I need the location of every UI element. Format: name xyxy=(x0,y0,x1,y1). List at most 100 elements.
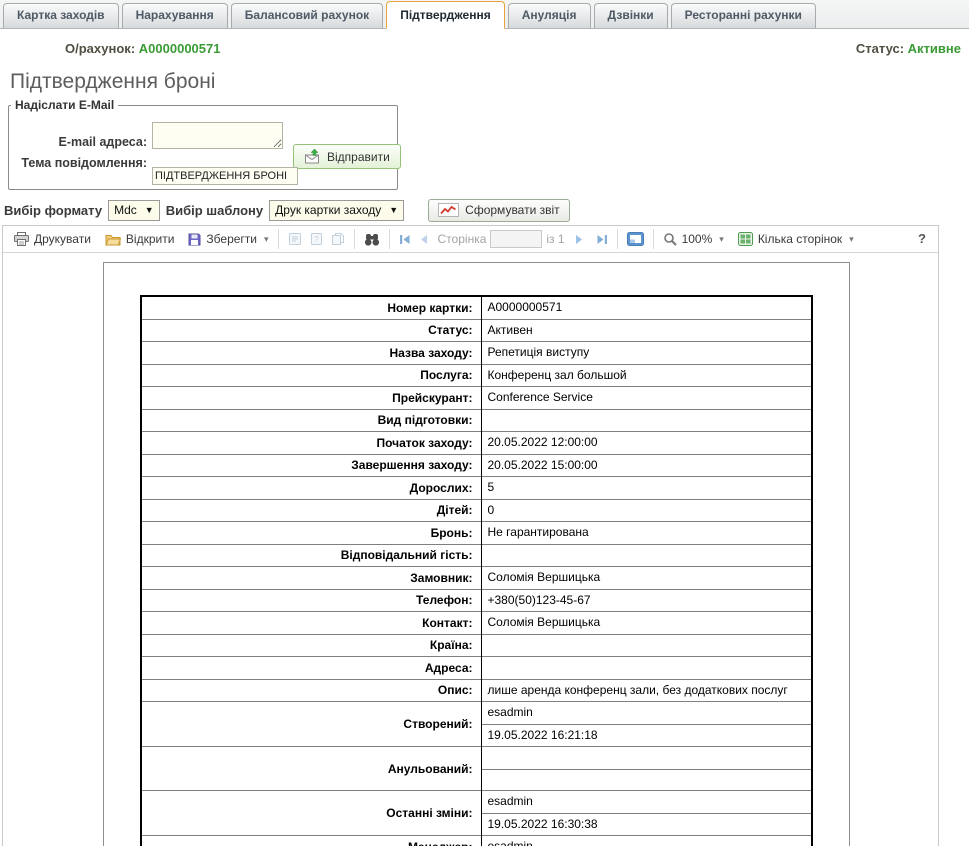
tab-charges[interactable]: Нарахування xyxy=(121,3,228,28)
next-page-icon xyxy=(575,234,584,245)
row-value-line: Активен xyxy=(487,322,533,337)
row-label: Прейскурант: xyxy=(141,386,482,409)
table-row: Назва заходу: Репетиція виступу xyxy=(141,341,812,364)
toolbar-separator xyxy=(652,229,654,249)
toolbar-separator xyxy=(277,229,279,249)
print-button[interactable]: Друкувати xyxy=(10,230,95,248)
row-value: +380(50)123-45-67 xyxy=(481,588,812,612)
search-button[interactable] xyxy=(360,231,384,248)
next-page-button[interactable] xyxy=(571,232,588,247)
row-label: Початок заходу: xyxy=(141,431,482,454)
table-row: Дорослих: 5 xyxy=(141,476,812,499)
row-value-line: 20.05.2022 15:00:00 xyxy=(487,457,598,472)
magnifier-icon xyxy=(663,232,677,246)
line-chart-icon xyxy=(438,203,460,217)
report-controls: Вибір формату Mdc ▼ Вибір шаблону Друк к… xyxy=(4,198,570,222)
tab-calls[interactable]: Дзвінки xyxy=(593,3,668,28)
format-select[interactable]: Mdc ▼ xyxy=(108,199,160,221)
open-button[interactable]: Відкрити xyxy=(101,230,179,248)
row-value-line: 19.05.2022 16:21:18 xyxy=(481,723,811,747)
table-row: Анульований: xyxy=(141,746,812,791)
send-button[interactable]: Відправити xyxy=(293,144,401,169)
row-value-line: Соломія Вершицька xyxy=(487,615,601,629)
report-viewer: Друкувати Відкрити Зберегти ▾ xyxy=(2,225,939,846)
previous-page-icon xyxy=(419,234,428,245)
row-value: Репетиція виступу xyxy=(481,341,812,364)
multipage-control[interactable]: Кілька сторінок ▾ xyxy=(734,230,858,248)
folder-open-icon xyxy=(105,233,121,246)
save-button[interactable]: Зберегти ▾ xyxy=(184,230,272,248)
zoom-control[interactable]: 100% ▾ xyxy=(659,230,728,248)
tab-restaurant-accounts[interactable]: Ресторанні рахунки xyxy=(670,3,816,28)
row-label: Бронь: xyxy=(141,521,482,544)
email-address-input[interactable] xyxy=(152,122,283,149)
row-value-line: +380(50)123-45-67 xyxy=(487,592,591,607)
previous-page-button[interactable] xyxy=(415,232,432,247)
report-table: Номер картки: A0000000571 Статус: Активен На… xyxy=(140,295,813,846)
row-value-line xyxy=(482,410,812,432)
row-label: Менеджер: xyxy=(141,835,482,846)
row-value: 20.05.2022 12:00:00 xyxy=(481,431,812,454)
help-button[interactable]: ? xyxy=(918,231,926,246)
row-value: esadmin xyxy=(481,835,812,846)
table-row: Замовник: Соломія Вершицька xyxy=(141,566,812,589)
toolbar-separator xyxy=(353,229,355,249)
open-label: Відкрити xyxy=(125,232,175,246)
caret-down-icon: ▾ xyxy=(264,233,269,244)
row-value: Активен xyxy=(481,318,812,342)
table-row: Менеджер: esadmin xyxy=(141,835,812,846)
generate-report-button[interactable]: Сформувати звіт xyxy=(428,198,570,222)
row-value-line xyxy=(482,635,812,657)
first-page-button[interactable] xyxy=(395,232,415,247)
row-label: Анульований: xyxy=(141,746,482,791)
clipboard-question-icon: ? xyxy=(310,232,323,246)
table-row: Статус: Активен xyxy=(141,318,812,342)
last-page-button[interactable] xyxy=(592,232,612,247)
row-value-line: Conference Service xyxy=(487,390,593,404)
row-label: Дітей: xyxy=(141,498,482,522)
thumbnails-panel-button[interactable] xyxy=(623,230,648,248)
table-row: Дітей: 0 xyxy=(141,498,812,522)
row-value: Соломія Вершицька xyxy=(481,611,812,634)
tab-balance-account[interactable]: Балансовий рахунок xyxy=(230,3,384,28)
tab-event-card[interactable]: Картка заходів xyxy=(3,3,119,28)
multipage-label: Кілька сторінок xyxy=(757,232,843,246)
document-preview-icon xyxy=(288,232,302,246)
row-value-line: 0 xyxy=(487,502,495,517)
row-label: Створений: xyxy=(141,701,482,747)
tab-bar: Картка заходів Нарахування Балансовий ра… xyxy=(0,0,969,29)
template-select[interactable]: Друк картки заходу ▼ xyxy=(269,199,405,221)
copy-disabled-button xyxy=(327,230,349,248)
row-value-line: Не гарантирована xyxy=(487,525,589,539)
row-value-line: 20.05.2022 12:00:00 xyxy=(487,435,598,449)
tab-annulment[interactable]: Ануляція xyxy=(507,3,591,28)
account-label: О/рахунок: xyxy=(65,41,136,56)
row-label: Телефон: xyxy=(141,588,482,612)
report-preview-area[interactable]: Номер картки: A0000000571 Статус: Активен На… xyxy=(3,253,938,846)
row-label: Контакт: xyxy=(141,611,482,634)
row-value: Соломія Вершицька xyxy=(481,566,812,589)
caret-down-icon: ▼ xyxy=(144,205,154,215)
row-value: лише аренда конференц зали, без додатков… xyxy=(481,678,812,702)
table-row: Початок заходу: 20.05.2022 12:00:00 xyxy=(141,431,812,454)
row-value-line: Соломія Вершицька xyxy=(487,570,601,584)
table-row: Бронь: Не гарантирована xyxy=(141,521,812,544)
row-label: Країна: xyxy=(141,633,482,657)
floppy-disk-icon xyxy=(188,233,201,246)
row-value-line xyxy=(482,545,812,567)
page-number-input[interactable] xyxy=(490,230,543,248)
format-select-value: Mdc xyxy=(114,203,137,217)
send-email-legend: Надіслати E-Mail xyxy=(15,98,115,112)
row-value-line: лише аренда конференц зали, без додатков… xyxy=(487,682,788,697)
table-row: Прейскурант: Conference Service xyxy=(141,386,812,409)
caret-down-icon: ▼ xyxy=(389,205,399,215)
format-label: Вибір формату xyxy=(4,202,103,218)
send-button-label: Відправити xyxy=(327,149,390,164)
table-row: Номер картки: A0000000571 xyxy=(141,296,812,319)
subject-input[interactable] xyxy=(152,167,298,185)
row-value: Конференц зал большой xyxy=(481,363,812,387)
tab-confirmation[interactable]: Підтвердження xyxy=(386,1,505,29)
zoom-value: 100% xyxy=(681,232,713,246)
row-value: esadmin 19.05.2022 16:30:38 xyxy=(481,790,812,836)
viewer-toolbar: Друкувати Відкрити Зберегти ▾ xyxy=(3,226,938,253)
